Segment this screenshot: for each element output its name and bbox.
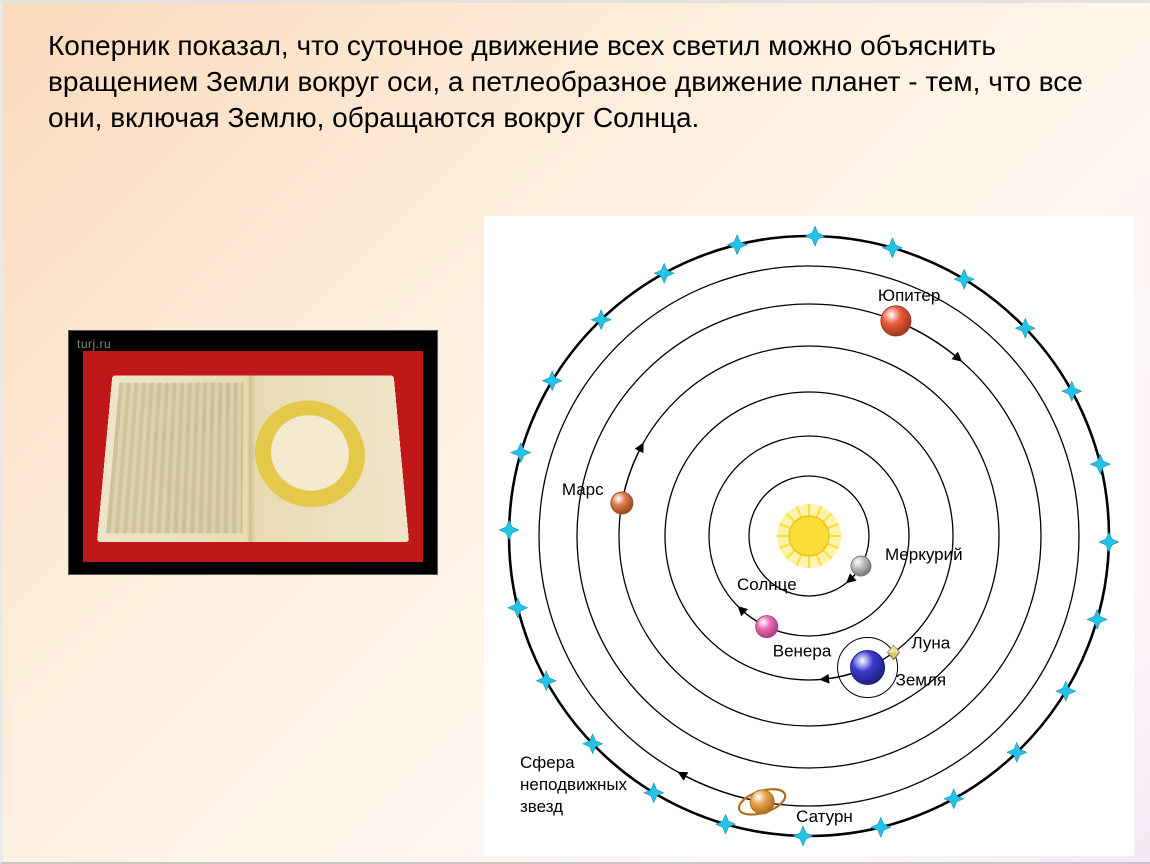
book-photo: turj.ru bbox=[68, 330, 438, 575]
svg-text:звезд: звезд bbox=[520, 797, 563, 816]
svg-text:Сфера: Сфера bbox=[520, 753, 575, 772]
heliocentric-diagram: Солнце Меркурий Венера Луна Земля Марс Юпитер С… bbox=[484, 216, 1134, 856]
photo-watermark: turj.ru bbox=[77, 337, 111, 351]
slide-text: Коперник показал, что суточное движение … bbox=[48, 28, 1110, 135]
svg-text:Юпитер: Юпитер bbox=[878, 286, 940, 305]
svg-text:Луна: Луна bbox=[912, 634, 951, 653]
svg-text:Меркурий: Меркурий bbox=[885, 545, 963, 564]
svg-text:Земля: Земля bbox=[896, 671, 947, 690]
svg-text:Солнце: Солнце bbox=[737, 575, 797, 594]
svg-text:Сатурн: Сатурн bbox=[796, 807, 853, 826]
svg-text:Марс: Марс bbox=[562, 480, 604, 499]
svg-text:Венера: Венера bbox=[773, 642, 832, 661]
svg-text:неподвижных: неподвижных bbox=[520, 775, 628, 794]
